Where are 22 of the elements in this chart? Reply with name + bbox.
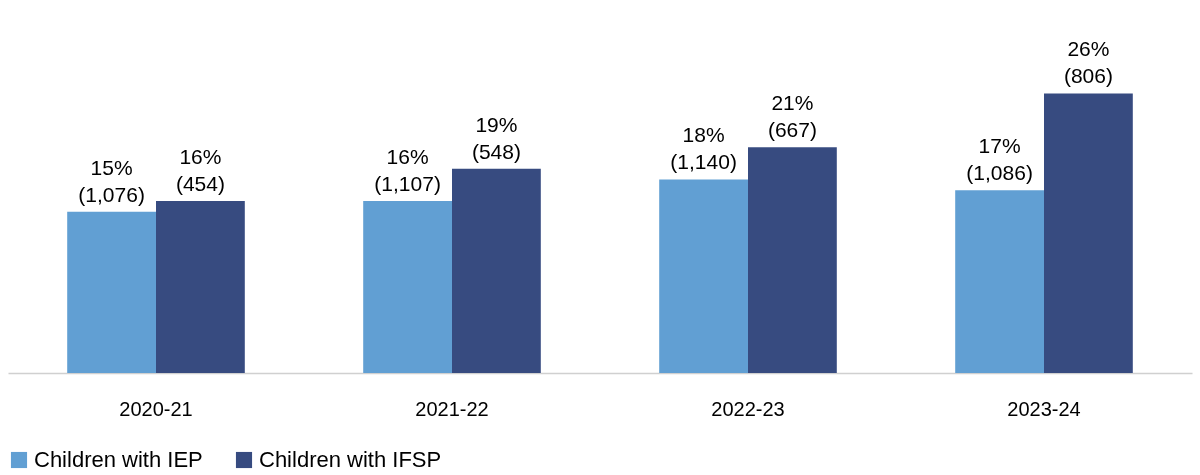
- bar: [67, 211, 156, 373]
- x-tick-label: 2021-22: [415, 397, 489, 420]
- bar: [659, 179, 748, 373]
- x-tick-label: 2022-23: [711, 397, 785, 420]
- x-tick-label: 2020-21: [119, 397, 193, 420]
- bar: [955, 190, 1044, 373]
- data-label: 18% (1,140): [670, 123, 737, 174]
- data-label: 21% (667): [767, 91, 817, 142]
- bar: [1044, 93, 1133, 373]
- data-label: 16% (1,107): [374, 144, 441, 195]
- bar: [156, 200, 245, 373]
- data-label: 19% (548): [471, 112, 521, 163]
- legend-label: Children with IFSP: [259, 447, 442, 472]
- bar: [748, 147, 837, 373]
- data-label: 17% (1,086): [966, 134, 1033, 185]
- bar: [452, 168, 541, 373]
- x-tick-label: 2023-24: [1007, 397, 1081, 420]
- data-label: 16% (454): [175, 144, 225, 195]
- data-label: 15% (1,076): [78, 155, 145, 206]
- legend-label: Children with IEP: [34, 447, 203, 472]
- data-label: 26% (806): [1063, 37, 1113, 88]
- bar: [363, 200, 452, 373]
